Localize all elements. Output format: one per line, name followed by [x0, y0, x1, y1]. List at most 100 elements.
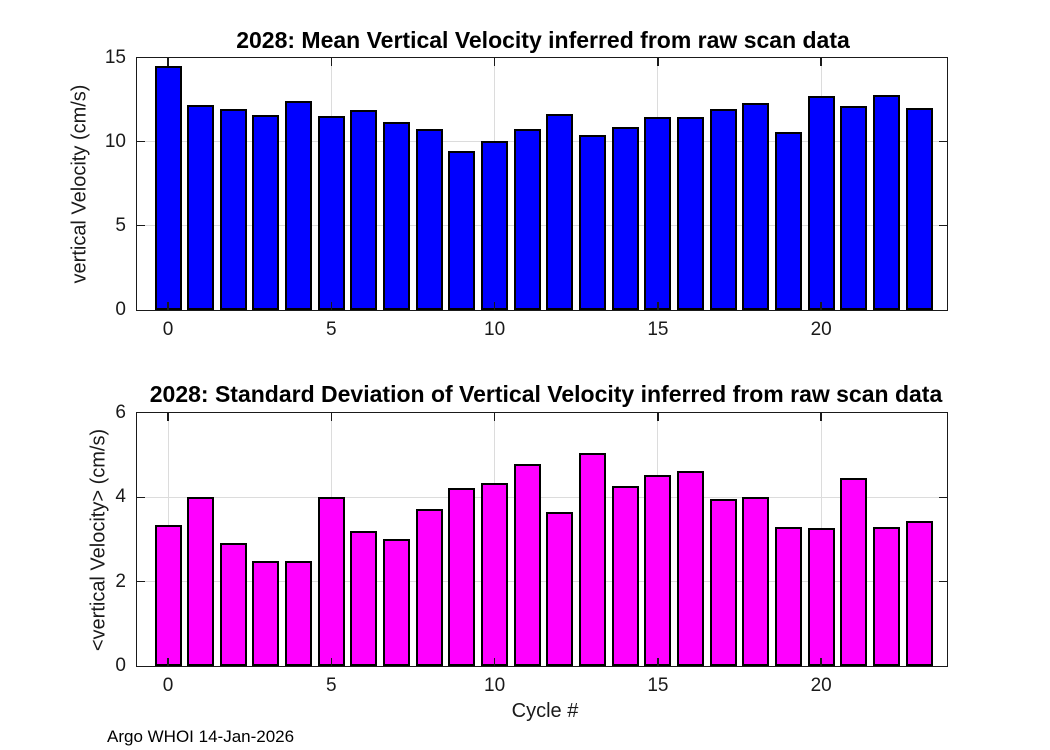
- std-chart-plot-area: 0 5 10 15 20 0 2 4 6: [115, 402, 948, 696]
- top-x-tick-mark: [167, 57, 169, 66]
- bar-cycle-23: [905, 107, 933, 310]
- y-tick-label: 15: [104, 46, 126, 68]
- bottom-x-tick-mark: [657, 301, 659, 310]
- bar-cycle-4: [285, 101, 313, 310]
- y-tick-label: 0: [115, 655, 126, 676]
- right-y-tick-mark: [939, 140, 947, 143]
- x-tick-label: 15: [647, 675, 669, 696]
- bar-cycle-19: [775, 526, 803, 666]
- bar-cycle-1: [187, 104, 215, 310]
- left-y-tick-mark: [137, 580, 145, 583]
- horizontal-gridline: [137, 225, 947, 226]
- bar-cycle-7: [383, 122, 411, 310]
- top-x-tick-mark: [330, 413, 333, 421]
- x-tick-label: 15: [647, 318, 669, 340]
- bar-cycle-15: [644, 475, 672, 666]
- bottom-x-tick-mark: [330, 658, 333, 666]
- bottom-x-tick-mark: [330, 301, 333, 310]
- x-tick-label: 0: [162, 318, 174, 340]
- bar-cycle-20: [807, 528, 835, 666]
- bottom-x-tick-mark: [167, 301, 169, 310]
- bar-cycle-2: [219, 542, 247, 666]
- bar-cycle-0: [154, 524, 182, 666]
- mean-chart-plot-area: 0 5 10 15 20 0 5 10 15: [105, 47, 948, 340]
- x-axis-label: Cycle #: [511, 700, 579, 722]
- bottom-x-tick-mark: [820, 658, 822, 666]
- y-tick-label: 10: [104, 130, 126, 152]
- bottom-x-tick-mark: [820, 301, 822, 310]
- top-x-tick-mark: [167, 413, 169, 421]
- bar-cycle-13: [579, 134, 607, 310]
- left-y-tick-mark: [137, 496, 145, 499]
- horizontal-gridline: [137, 496, 947, 498]
- std-chart-title: 2028: Standard Deviation of Vertical Vel…: [149, 381, 943, 407]
- mean-chart-title: 2028: Mean Vertical Velocity inferred fr…: [236, 27, 850, 53]
- bar-cycle-2: [219, 108, 247, 310]
- x-tick-label: 20: [810, 318, 832, 340]
- bar-cycle-10: [481, 482, 509, 666]
- right-y-tick-mark: [939, 496, 947, 499]
- x-tick-label: 5: [326, 675, 337, 696]
- bar-cycle-17: [709, 499, 737, 666]
- bar-cycle-18: [742, 497, 770, 666]
- top-x-tick-mark: [657, 413, 659, 421]
- bar-cycle-14: [611, 485, 639, 666]
- bar-cycle-8: [415, 508, 443, 666]
- bar-cycle-3: [252, 560, 280, 666]
- bar-cycle-11: [513, 128, 541, 310]
- y-tick-label: 4: [115, 486, 126, 508]
- bar-cycle-4: [285, 560, 313, 666]
- y-tick-label: 0: [115, 298, 126, 320]
- x-tick-label: 10: [484, 675, 506, 696]
- right-y-tick-mark: [939, 224, 947, 227]
- y-tick-label: 6: [115, 402, 126, 423]
- top-x-tick-mark: [493, 413, 496, 421]
- left-y-tick-mark: [137, 140, 145, 143]
- bar-cycle-23: [905, 521, 933, 666]
- bar-cycle-5: [317, 497, 345, 666]
- bar-cycle-7: [383, 538, 411, 666]
- y-tick-label: 2: [115, 570, 126, 592]
- bar-cycle-6: [350, 531, 378, 666]
- bar-cycle-1: [187, 496, 215, 666]
- bar-cycle-11: [513, 463, 541, 666]
- watermark-text: Argo WHOI 14-Jan-2026: [107, 727, 295, 746]
- x-tick-label: 10: [484, 318, 506, 340]
- horizontal-gridline: [137, 581, 947, 583]
- bottom-x-tick-mark: [493, 658, 496, 666]
- bar-cycle-8: [415, 128, 443, 310]
- bar-cycle-12: [546, 113, 574, 310]
- bar-cycle-22: [873, 95, 901, 310]
- bar-cycle-18: [742, 102, 770, 310]
- bar-cycle-5: [317, 116, 345, 310]
- bar-cycle-6: [350, 109, 378, 310]
- top-x-tick-mark: [820, 413, 822, 421]
- bottom-x-tick-mark: [167, 658, 169, 666]
- top-x-tick-mark: [330, 57, 333, 66]
- bar-cycle-16: [677, 117, 705, 310]
- top-x-tick-mark: [657, 57, 659, 66]
- right-y-tick-mark: [939, 580, 947, 583]
- bar-cycle-9: [448, 488, 476, 666]
- std-chart-y-axis-label: <vertical Velocity> (cm/s): [87, 428, 110, 652]
- bar-cycle-13: [579, 453, 607, 666]
- bar-cycle-21: [840, 477, 868, 666]
- bar-cycle-22: [873, 526, 901, 666]
- bottom-x-tick-mark: [657, 658, 659, 666]
- x-tick-label: 20: [810, 675, 832, 696]
- bar-cycle-14: [611, 127, 639, 310]
- x-tick-label: 5: [326, 318, 337, 340]
- bar-cycle-17: [709, 108, 737, 310]
- bar-cycle-20: [807, 96, 835, 310]
- x-tick-label: 0: [162, 675, 174, 696]
- bar-cycle-15: [644, 117, 672, 310]
- bottom-x-tick-mark: [493, 301, 496, 310]
- bar-cycle-9: [448, 150, 476, 310]
- bar-cycle-3: [252, 115, 280, 310]
- bar-cycle-21: [840, 106, 868, 310]
- top-x-tick-mark: [820, 57, 822, 66]
- bar-cycle-10: [481, 140, 509, 310]
- bar-cycle-12: [546, 511, 574, 666]
- left-y-tick-mark: [137, 224, 145, 227]
